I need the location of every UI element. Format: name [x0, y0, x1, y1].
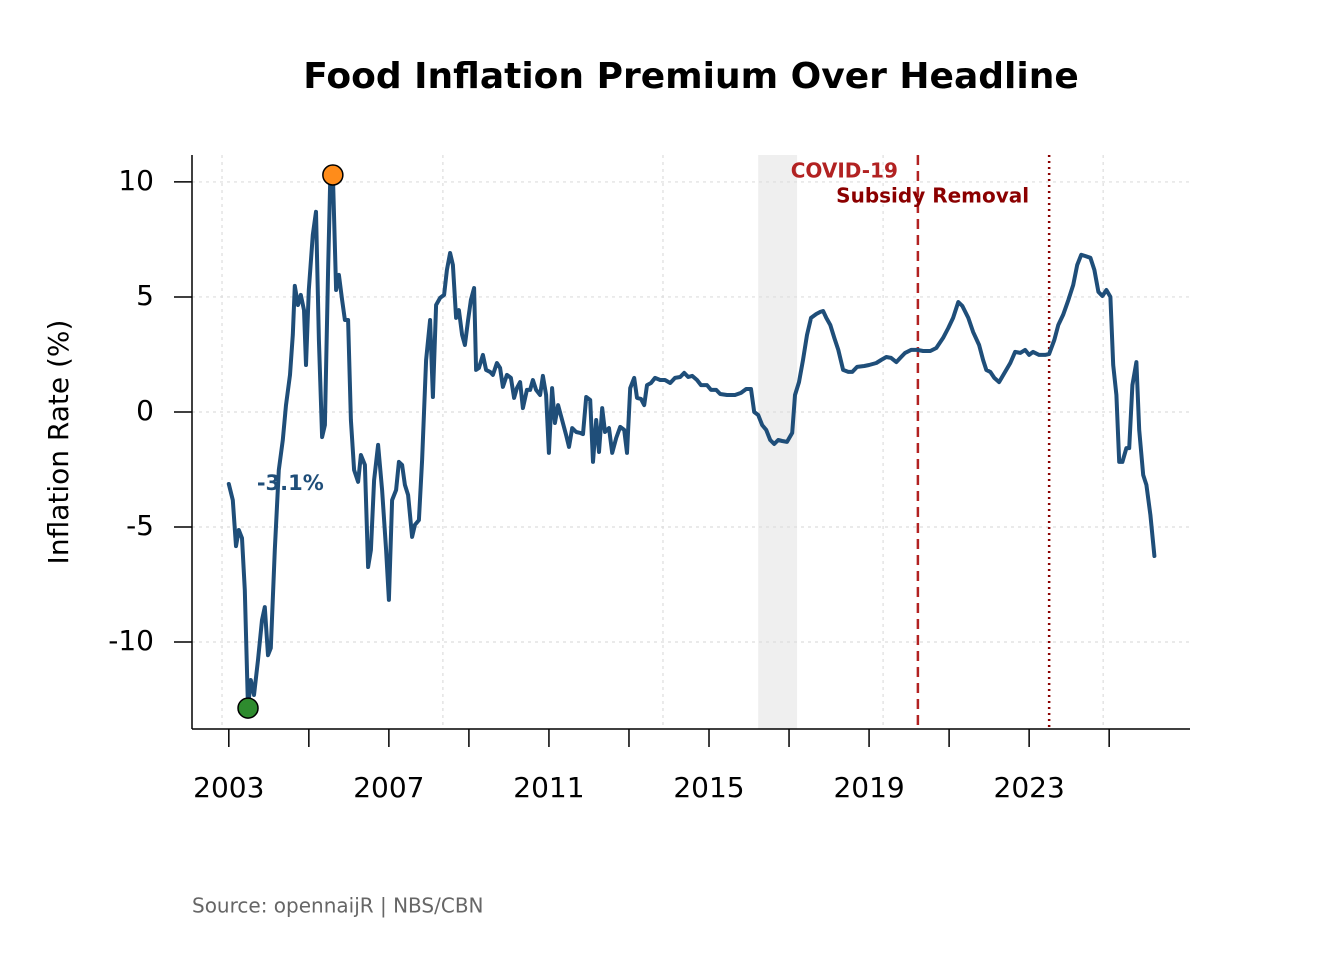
x-tick-label: 2023	[994, 771, 1065, 804]
highlight-point	[237, 697, 259, 719]
event-label: COVID-19	[791, 159, 898, 183]
start-label: -3.1%	[257, 471, 324, 495]
y-axis-label: Inflation Rate (%)	[42, 320, 75, 565]
x-tick-label: 2007	[353, 771, 424, 804]
chart-title: Food Inflation Premium Over Headline	[303, 56, 1079, 97]
source-note: Source: opennaijR | NBS/CBN	[192, 894, 484, 918]
x-tick-label: 2011	[513, 771, 584, 804]
y-tick-label: 5	[136, 279, 154, 312]
y-tick-label: 0	[136, 394, 154, 427]
x-tick-label: 2003	[193, 771, 264, 804]
data-line	[226, 173, 1157, 711]
event-label: Subsidy Removal	[836, 184, 1029, 208]
y-tick-label: -5	[126, 509, 154, 542]
x-tick-label: 2015	[673, 771, 744, 804]
x-tick-label: 2019	[833, 771, 904, 804]
highlight-point	[322, 164, 344, 186]
y-tick-label: 10	[118, 164, 154, 197]
y-tick-label: -10	[108, 624, 154, 657]
